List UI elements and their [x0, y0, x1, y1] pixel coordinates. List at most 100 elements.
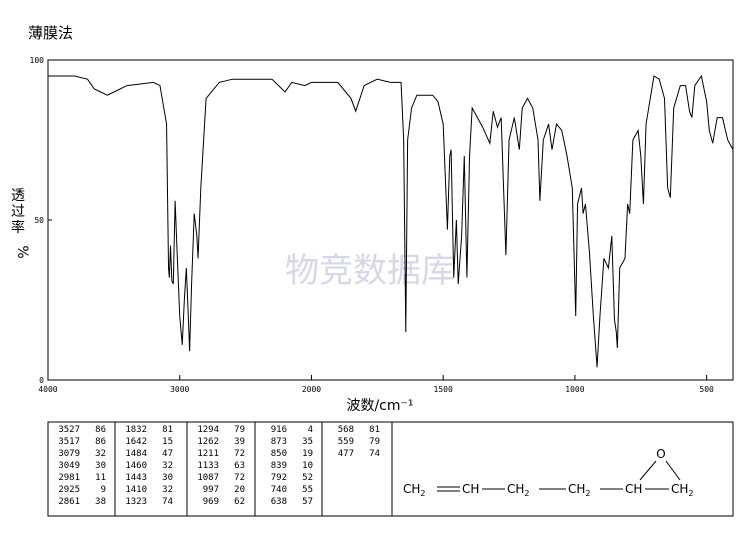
- structure-group: CH2: [507, 482, 530, 498]
- peak-wavenumber: 568: [338, 425, 354, 435]
- group-atoms: CH: [625, 482, 642, 496]
- peak-transmittance: 81: [369, 425, 380, 435]
- peak-wavenumber: 477: [338, 449, 354, 459]
- table-frame: [47, 421, 734, 517]
- peak-wavenumber: 3049: [58, 461, 80, 471]
- peak-wavenumber: 2925: [58, 485, 80, 495]
- peak-transmittance: 86: [95, 437, 106, 447]
- peak-transmittance: 79: [234, 425, 245, 435]
- peak-wavenumber: 1484: [125, 449, 147, 459]
- bond: [665, 460, 681, 481]
- group-atoms: CH: [671, 482, 688, 496]
- peak-transmittance: 20: [234, 485, 245, 495]
- y-tick-label: 100: [30, 56, 45, 65]
- structure-group: CH: [462, 482, 479, 496]
- peak-transmittance: 72: [234, 449, 245, 459]
- peak-transmittance: 9: [101, 485, 106, 495]
- chart-title: 薄膜法: [28, 24, 73, 42]
- x-tick-label: 1000: [565, 385, 584, 394]
- structure-group: CH: [625, 482, 642, 496]
- peak-transmittance: 47: [162, 449, 173, 459]
- peak-wavenumber: 873: [271, 437, 287, 447]
- peak-wavenumber: 1294: [197, 425, 219, 435]
- peak-wavenumber: 969: [203, 497, 219, 507]
- peak-wavenumber: 850: [271, 449, 287, 459]
- bridge-atom: O: [656, 447, 665, 461]
- group-atoms: CH: [507, 482, 524, 496]
- peak-wavenumber: 1642: [125, 437, 147, 447]
- y-axis-label-char: 率: [11, 219, 25, 236]
- group-subscript: 2: [585, 489, 590, 498]
- peak-wavenumber: 638: [271, 497, 287, 507]
- structure-group: CH2: [403, 482, 426, 498]
- y-tick-label: 0: [39, 376, 44, 385]
- peak-transmittance: 10: [302, 461, 313, 471]
- peak-transmittance: 57: [302, 497, 313, 507]
- peak-wavenumber: 2861: [58, 497, 80, 507]
- x-tick-label: 500: [699, 385, 714, 394]
- peak-transmittance: 86: [95, 425, 106, 435]
- peak-wavenumber: 740: [271, 485, 287, 495]
- peak-transmittance: 19: [302, 449, 313, 459]
- peak-transmittance: 79: [369, 437, 380, 447]
- peak-wavenumber: 3079: [58, 449, 80, 459]
- peak-wavenumber: 559: [338, 437, 354, 447]
- plot-frame: [47, 59, 734, 381]
- bond: [639, 460, 657, 481]
- y-axis-label-char: 透: [11, 188, 25, 204]
- peak-transmittance: 62: [234, 497, 245, 507]
- peak-transmittance: 32: [95, 449, 106, 459]
- x-tick-label: 4000: [38, 385, 57, 394]
- peak-transmittance: 72: [234, 473, 245, 483]
- peak-transmittance: 35: [302, 437, 313, 447]
- peak-transmittance: 63: [234, 461, 245, 471]
- x-tick-label: 2000: [302, 385, 321, 394]
- peak-transmittance: 30: [95, 461, 106, 471]
- structure-group: CH2: [671, 482, 694, 498]
- peak-transmittance: 38: [95, 497, 106, 507]
- peak-wavenumber: 1323: [125, 497, 147, 507]
- peak-wavenumber: 997: [203, 485, 219, 495]
- peak-wavenumber: 1087: [197, 473, 219, 483]
- peak-wavenumber: 1460: [125, 461, 147, 471]
- peak-wavenumber: 3517: [58, 437, 80, 447]
- group-atoms: CH: [403, 482, 420, 496]
- x-tick-label: 1500: [434, 385, 453, 394]
- y-axis-unit: %: [14, 245, 30, 258]
- peak-transmittance: 4: [308, 425, 313, 435]
- x-axis-label: 波数/cm⁻¹: [346, 398, 413, 414]
- peak-wavenumber: 916: [271, 425, 287, 435]
- peak-wavenumber: 792: [271, 473, 287, 483]
- structure-group: CH2: [568, 482, 591, 498]
- peak-wavenumber: 1443: [125, 473, 147, 483]
- peak-wavenumber: 1211: [197, 449, 219, 459]
- peak-transmittance: 52: [302, 473, 313, 483]
- peak-wavenumber: 1133: [197, 461, 219, 471]
- peak-wavenumber: 839: [271, 461, 287, 471]
- peak-wavenumber: 2981: [58, 473, 80, 483]
- peak-transmittance: 55: [302, 485, 313, 495]
- peak-transmittance: 39: [234, 437, 245, 447]
- group-subscript: 2: [420, 489, 425, 498]
- peak-transmittance: 32: [162, 461, 173, 471]
- peak-transmittance: 74: [369, 449, 380, 459]
- peak-transmittance: 30: [162, 473, 173, 483]
- group-subscript: 2: [688, 489, 693, 498]
- y-tick-label: 50: [34, 216, 44, 225]
- peak-transmittance: 11: [95, 473, 106, 483]
- peak-transmittance: 32: [162, 485, 173, 495]
- y-axis-label-char: 过: [11, 204, 25, 220]
- group-atoms: CH: [462, 482, 479, 496]
- x-tick-label: 3000: [170, 385, 189, 394]
- spectrum-line: [48, 74, 734, 368]
- peak-wavenumber: 1832: [125, 425, 147, 435]
- peak-transmittance: 74: [162, 497, 173, 507]
- peak-transmittance: 15: [162, 437, 173, 447]
- peak-wavenumber: 1262: [197, 437, 219, 447]
- group-subscript: 2: [524, 489, 529, 498]
- group-atoms: CH: [568, 482, 585, 496]
- peak-wavenumber: 3527: [58, 425, 80, 435]
- peak-wavenumber: 1410: [125, 485, 147, 495]
- y-axis-label: 透过率: [0, 0, 3, 1]
